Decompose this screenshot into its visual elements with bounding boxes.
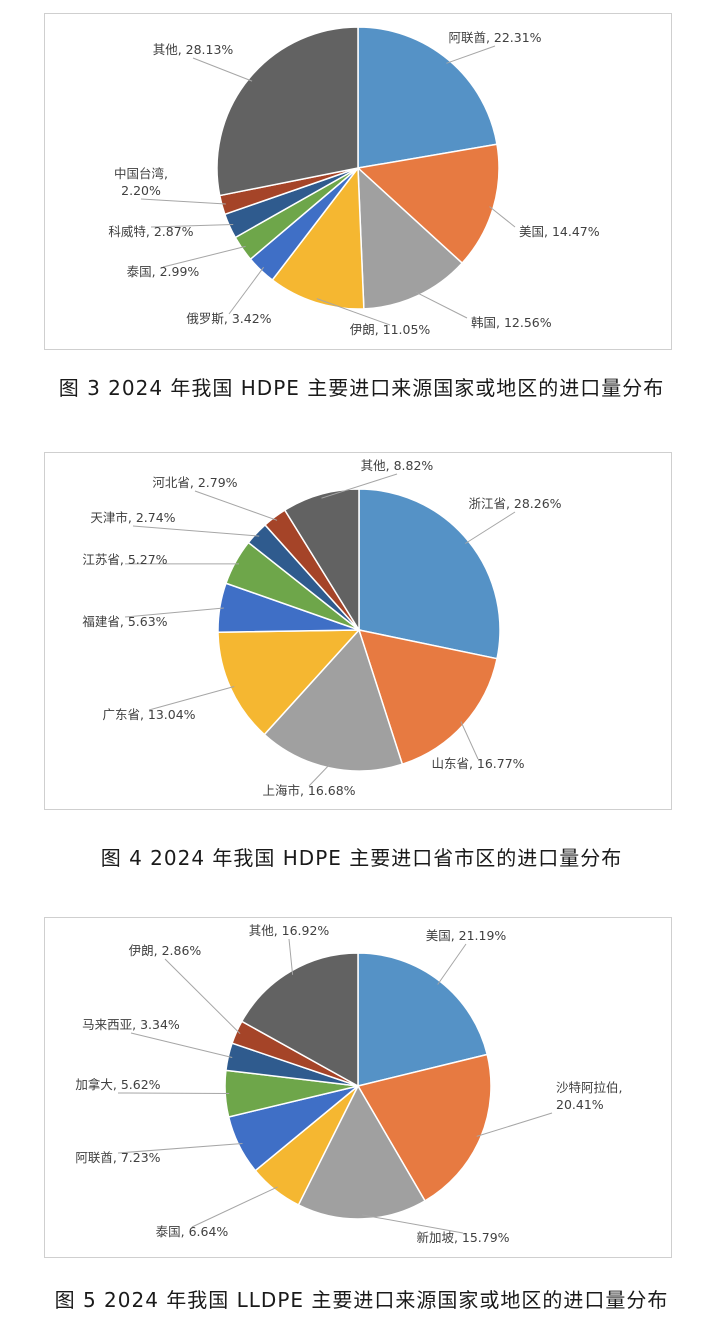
leader-line (148, 686, 235, 711)
leader-line (164, 958, 241, 1035)
data-label: 伊朗, 2.86% (129, 943, 202, 958)
data-label: 阿联酋, 22.31% (448, 30, 541, 45)
data-label: 俄罗斯, 3.42% (186, 311, 271, 326)
leader-line (437, 943, 467, 985)
figure-caption: 图 4 2024 年我国 HDPE 主要进口省市区的进口量分布 (100, 846, 623, 870)
pie-slice (283, 488, 360, 633)
pie-slice (217, 629, 361, 736)
chart-panel-hdpe-provinces: 浙江省, 28.26% 山东省, 16.77% 上海市, 16.68% 广东省, 13… (44, 452, 672, 810)
leader-line (140, 198, 226, 205)
data-label: 美国, 14.47% (519, 224, 600, 239)
data-label: 新加坡, 15.79% (416, 1230, 509, 1245)
pie-chart: 浙江省, 28.26% 山东省, 16.77% 上海市, 16.68% 广东省, 13… (82, 458, 561, 798)
leader-line (308, 763, 331, 787)
figure-caption: 图 5 2024 年我国 LLDPE 主要进口来源国家或地区的进口量分布 (54, 1288, 669, 1312)
data-label: 其他, 28.13% (153, 42, 234, 57)
pie-slice (240, 952, 359, 1088)
leader-line (162, 245, 246, 268)
figure-caption: 图 3 2024 年我国 HDPE 主要进口来源国家或地区的进口量分布 (58, 376, 665, 400)
data-label: 浙江省, 28.26% (468, 496, 561, 511)
pie-slice (358, 488, 501, 660)
pie-slice (297, 1084, 427, 1220)
pie-slice (263, 628, 404, 772)
data-label: 江苏省, 5.27% (82, 552, 167, 567)
pie-slice (357, 629, 498, 766)
data-label: 泰国, 6.64% (156, 1224, 229, 1239)
leader-line (117, 1092, 230, 1094)
data-label: 山东省, 16.77% (431, 756, 524, 771)
leader-line (460, 721, 479, 760)
leader-line (489, 206, 516, 228)
data-label: 加拿大, 5.62% (75, 1077, 160, 1092)
data-label: 河北省, 2.79% (152, 475, 237, 490)
data-label: 中国台湾, 2.20% (114, 166, 168, 198)
leader-line (150, 224, 234, 228)
leader-line (124, 607, 224, 618)
data-label: 美国, 21.19% (426, 928, 507, 943)
leader-line (228, 267, 265, 315)
leader-line (465, 511, 516, 544)
data-label: 阿联酋, 7.23% (75, 1150, 160, 1165)
leader-line (192, 57, 253, 82)
pie-slice (356, 143, 500, 265)
leader-line (316, 298, 391, 326)
leader-line (130, 1032, 233, 1058)
chart-panel-lldpe-countries: 美国, 21.19% 沙特阿拉伯, 20.41% 新加坡, 15.79% 泰国, 6.6… (44, 917, 672, 1258)
data-label: 广东省, 13.04% (102, 707, 195, 722)
data-label: 韩国, 12.56% (471, 315, 552, 330)
pie-slice (357, 166, 464, 310)
pie-slice (216, 26, 359, 197)
leader-line (194, 490, 278, 521)
chart-panel-hdpe-countries: 阿联酋, 22.31% 美国, 14.47% 韩国, 12.56% 伊朗, 11.05… (44, 13, 672, 350)
leader-line (117, 1143, 243, 1154)
leader-line (476, 1112, 553, 1137)
leader-line (415, 291, 468, 319)
data-label: 马来西亚, 3.34% (82, 1017, 180, 1032)
data-label: 福建省, 5.63% (82, 614, 167, 629)
leader-line (321, 473, 398, 499)
pie-slice (357, 26, 498, 169)
pie-chart: 阿联酋, 22.31% 美国, 14.47% 韩国, 12.56% 伊朗, 11.05… (108, 26, 600, 337)
data-label: 科威特, 2.87% (108, 224, 193, 239)
data-label: 天津市, 2.74% (90, 510, 175, 525)
data-label: 泰国, 2.99% (127, 264, 200, 279)
leader-line (288, 938, 294, 975)
leader-line (362, 1214, 464, 1234)
leader-line (191, 1186, 278, 1228)
leader-line (132, 525, 260, 537)
data-label: 上海市, 16.68% (262, 783, 355, 798)
pie-chart: 美国, 21.19% 沙特阿拉伯, 20.41% 新加坡, 15.79% 泰国, 6.6… (75, 923, 622, 1245)
pie-slice (271, 165, 365, 310)
pie-slice (356, 1053, 492, 1202)
data-label: 沙特阿拉伯, 20.41% (556, 1080, 622, 1112)
data-label: 其他, 16.92% (249, 923, 330, 938)
leader-line (446, 45, 496, 64)
data-label: 其他, 8.82% (361, 458, 434, 473)
data-label: 伊朗, 11.05% (350, 322, 431, 337)
